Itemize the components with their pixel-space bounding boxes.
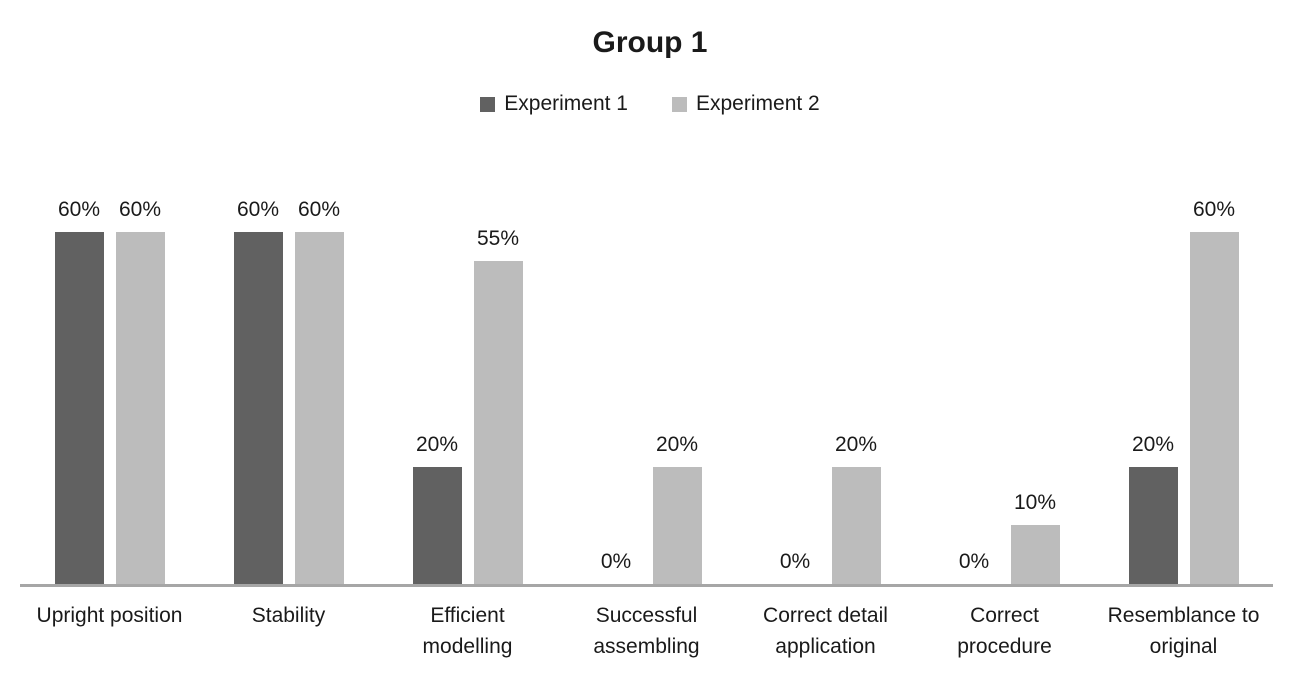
barwrap-series-1: 20% [1128,432,1178,584]
bar-group: 0% 20% [557,160,736,584]
bar-value-label: 20% [415,433,459,456]
legend-label-experiment-2: Experiment 2 [696,92,820,115]
bar-series-2 [831,467,881,584]
barwrap-series-2: 20% [652,432,702,584]
bar-value-label: 60% [1192,198,1236,221]
legend-swatch-experiment-1 [480,96,496,112]
bar-value-label: 60% [57,198,101,221]
bar-group: 0% 10% [915,160,1094,584]
barwrap-series-2: 60% [1189,197,1239,584]
bar-value-label: 0% [779,550,811,573]
barwrap-series-1: 60% [233,197,283,584]
category-label: Successful assembling [593,604,700,658]
category-label: Stability [251,604,326,627]
category-label-cell: Stability [199,600,378,662]
legend-swatch-experiment-2 [672,96,687,112]
barwrap-series-1: 0% [771,549,820,584]
bar-series-1 [1128,467,1178,584]
bar-series-2 [294,232,344,584]
bar-series-2 [473,261,523,584]
bar-value-label: 20% [655,433,699,456]
bar-value-label: 60% [297,198,341,221]
barwrap-series-1: 0% [950,549,999,584]
category-axis: Upright position Stability Efficient model… [20,600,1273,662]
barwrap-series-1: 60% [54,197,104,584]
bar-series-1 [412,467,462,584]
bar-group: 0% 20% [736,160,915,584]
bar-value-label: 55% [476,227,520,250]
bar-value-label: 60% [236,198,280,221]
bar-group: 60% 60% [20,160,199,584]
category-label-cell: Correct detail application [736,600,915,662]
bar-series-2 [115,232,165,584]
category-label-cell: Efficient modelling [378,600,557,662]
barwrap-series-2: 60% [115,197,165,584]
x-axis-line [20,584,1273,587]
bar-value-label: 10% [1013,491,1057,514]
bar-group: 60% 60% [199,160,378,584]
chart-title: Group 1 [592,26,708,59]
barwrap-series-2: 60% [294,197,344,584]
bar-value-label: 0% [600,550,632,573]
category-label: Upright position [36,604,183,627]
legend-label-experiment-1: Experiment 1 [504,92,628,115]
category-label: Correct detail application [763,604,888,658]
bar-series-1 [54,232,104,584]
barwrap-series-1: 20% [412,432,462,584]
barwrap-series-2: 20% [831,432,881,584]
bar-value-label: 20% [1131,433,1175,456]
category-label: Resemblance to original [1107,604,1260,658]
bar-series-1 [233,232,283,584]
category-label: Efficient modelling [422,604,513,658]
legend-item-experiment-2: Experiment 2 [672,92,820,116]
barwrap-series-2: 55% [473,226,523,584]
bar-group: 20% 60% [1094,160,1273,584]
category-label-cell: Correct procedure [915,600,1094,662]
bar-series-2 [1189,232,1239,584]
bar-series-2 [1010,525,1060,584]
legend: Experiment 1 Experiment 2 [0,92,1300,116]
category-label-cell: Resemblance to original [1094,600,1273,662]
barwrap-series-1: 0% [592,549,641,584]
legend-item-experiment-1: Experiment 1 [480,92,628,116]
barwrap-series-2: 10% [1010,490,1060,584]
category-label-cell: Successful assembling [557,600,736,662]
bar-value-label: 60% [118,198,162,221]
bar-value-label: 0% [958,550,990,573]
category-label: Correct procedure [957,604,1052,658]
plot-area: 60% 60% 60% 60% 20% 55% 0% 20% 0% 20% 0% 10% 20% 60% [20,160,1273,584]
bar-series-2 [652,467,702,584]
bar-value-label: 20% [834,433,878,456]
category-label-cell: Upright position [20,600,199,662]
bar-group: 20% 55% [378,160,557,584]
